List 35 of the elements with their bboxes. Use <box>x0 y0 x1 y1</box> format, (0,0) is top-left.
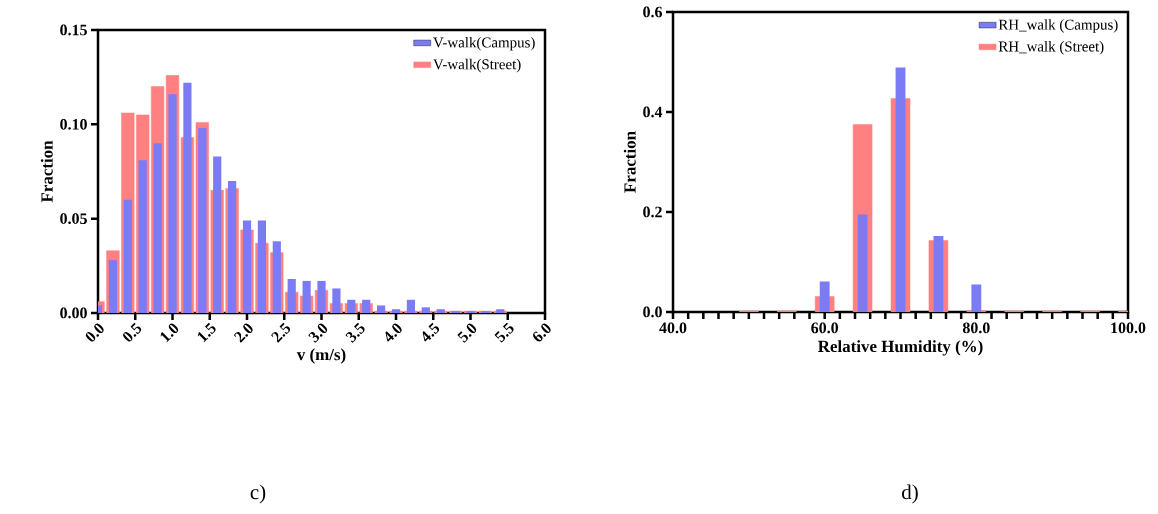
x-tick-label: 0.5 <box>123 322 142 342</box>
legend-label: RH_walk (Campus) <box>998 19 1118 33</box>
y-tick-label: 0.2 <box>643 206 662 218</box>
x-tick-label: 2.5 <box>271 322 291 343</box>
y-tick-label: 0.05 <box>60 213 87 225</box>
legend-label: RH_walk (Street) <box>998 41 1104 55</box>
x-tick-label: 4.0 <box>385 323 402 342</box>
x-tick-label: 100.0 <box>1111 322 1146 334</box>
y-tick-label: 0.4 <box>643 106 663 118</box>
x-tick-label: 5.0 <box>457 323 477 343</box>
x-tick-label: 4.5 <box>422 322 440 342</box>
x-tick-label: 3.0 <box>308 323 328 343</box>
x-tick-label: 3.5 <box>345 322 365 343</box>
y-tick-label: 0.00 <box>60 307 87 319</box>
y-tick-label: 0.0 <box>643 306 662 318</box>
x-axis-title: v (m/s) <box>296 348 346 364</box>
x-axis-title: Relative Humidity (%) <box>818 340 983 356</box>
x-tick-label: 80.0 <box>962 322 990 334</box>
x-tick-label: 5.5 <box>494 322 514 343</box>
x-tick-label: 1.5 <box>197 322 216 343</box>
y-tick-label: 0.10 <box>60 118 87 130</box>
x-tick-label: 60.0 <box>811 322 839 334</box>
y-tick-label: 0.15 <box>60 24 87 36</box>
text: d) <box>902 484 918 504</box>
x-tick-label: 1.0 <box>160 323 179 343</box>
x-tick-label: 6.0 <box>533 323 551 342</box>
legend-label: V-walk(Campus) <box>433 37 535 51</box>
y-tick-label: 0.6 <box>643 6 663 18</box>
text: c) <box>250 484 266 504</box>
x-tick-label: 0.0 <box>85 323 104 342</box>
y-axis-title: Fraction <box>623 131 636 193</box>
legend-label: V-walk(Street) <box>433 58 521 73</box>
x-tick-label: 40.0 <box>659 322 687 334</box>
y-axis-title: Fraction <box>40 140 53 203</box>
x-tick-label: 2.0 <box>233 323 253 343</box>
